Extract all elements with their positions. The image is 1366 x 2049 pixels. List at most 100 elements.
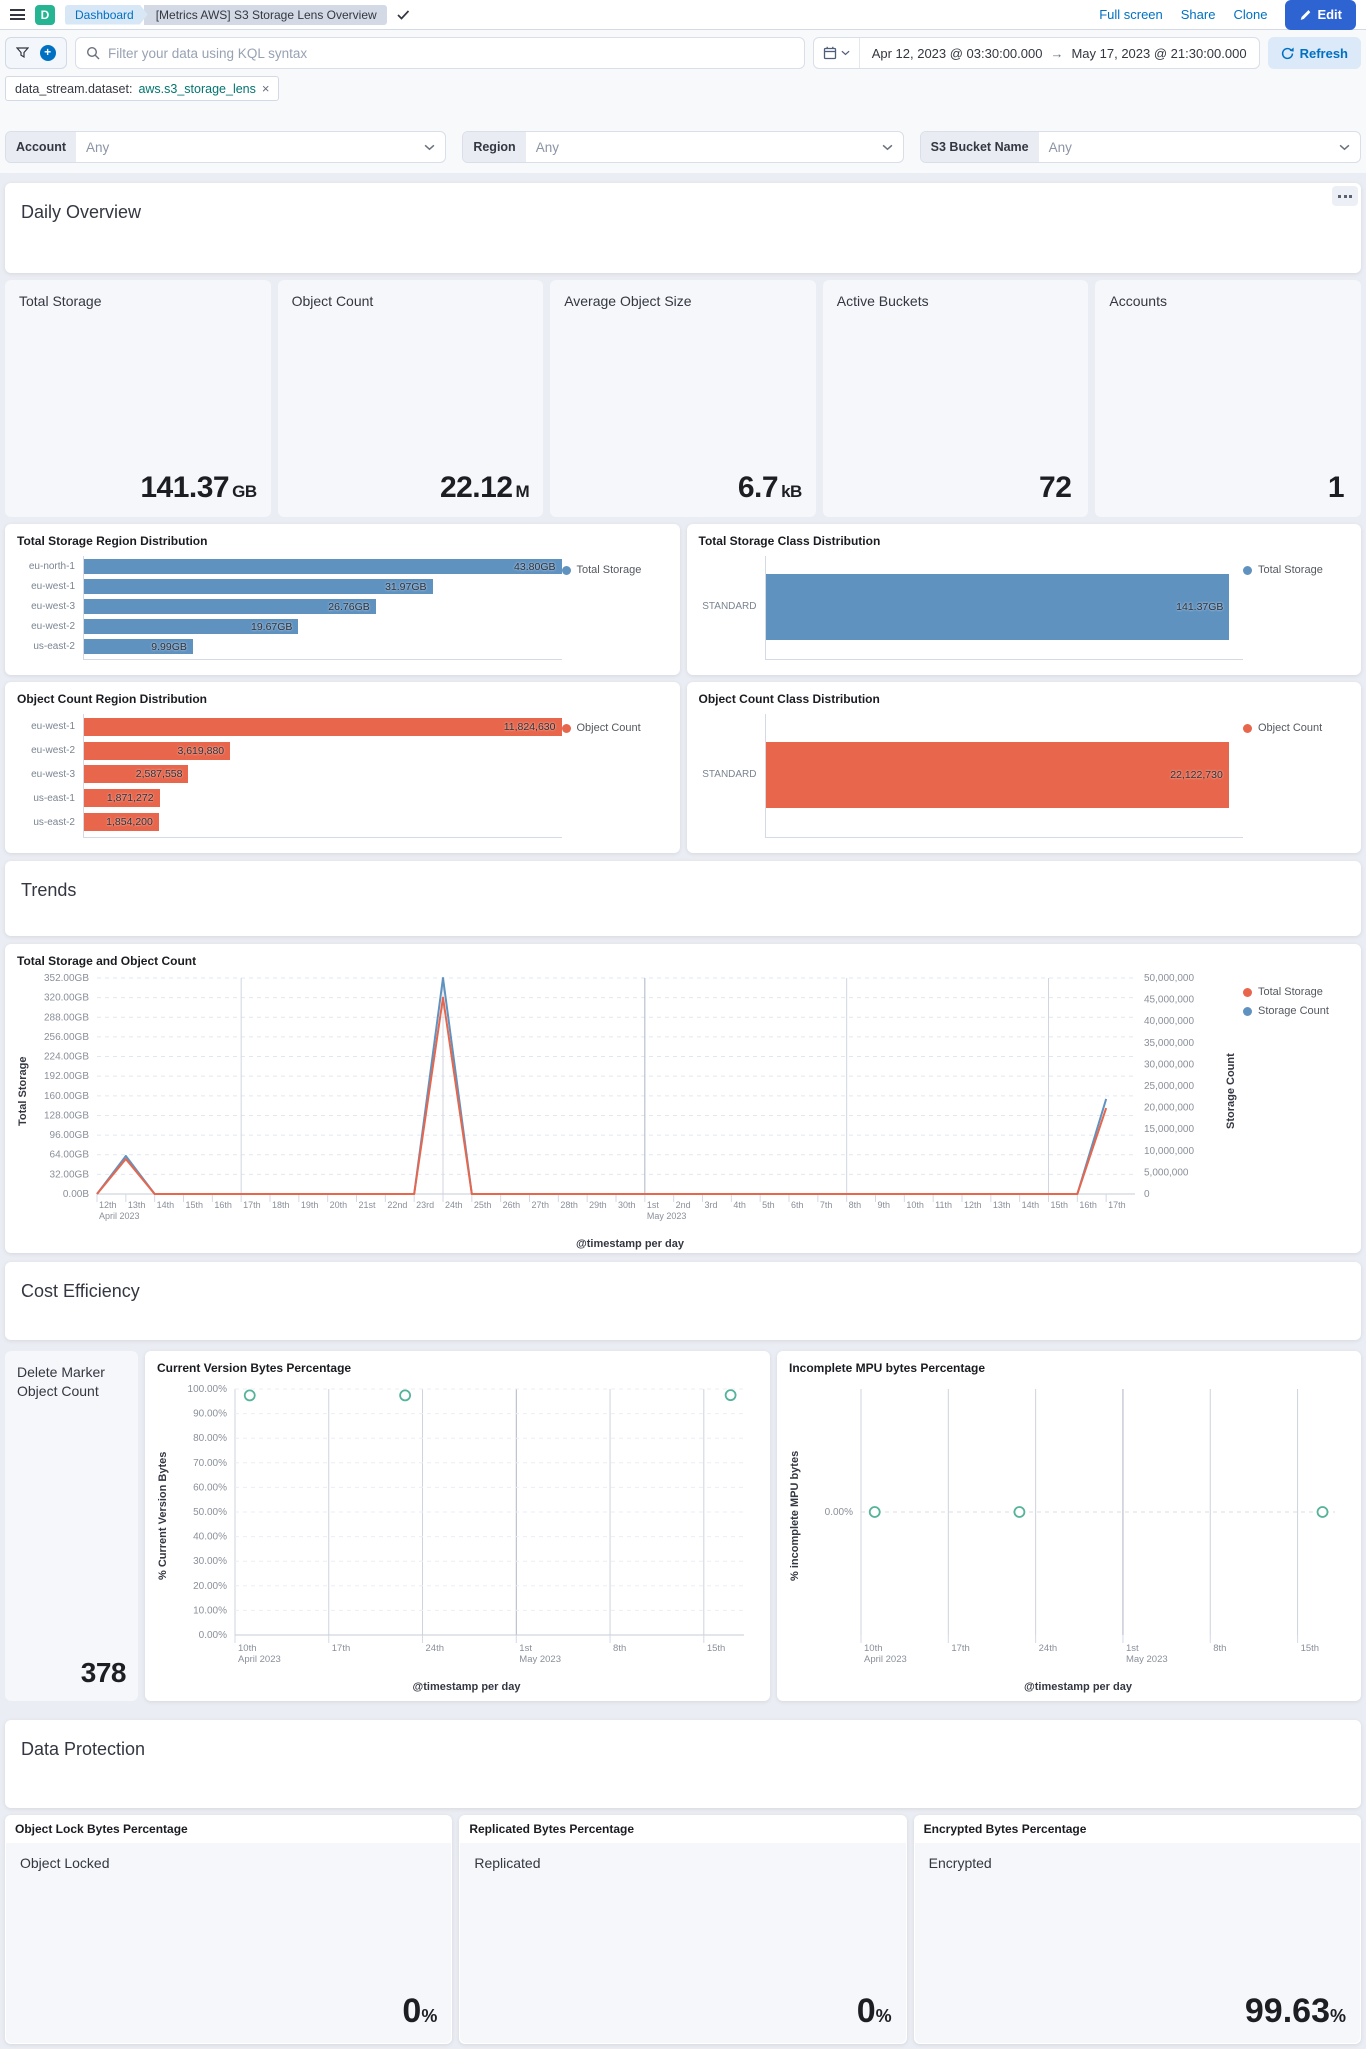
- bar-row[interactable]: us-east-1 1,871,272: [17, 789, 562, 808]
- legend-dot-icon: [1243, 987, 1252, 997]
- current-version-scatter-chart[interactable]: 0.00% 10.00% 20.00% 30.00% 40.00% 50.00% 60.00…: [175, 1379, 758, 1679]
- legend-dot-icon: [1243, 1006, 1252, 1016]
- legend-storage-count[interactable]: Storage Count: [1243, 1005, 1349, 1017]
- svg-text:April 2023: April 2023: [864, 1654, 907, 1665]
- bar-row[interactable]: eu-west-1 31.97GB: [17, 579, 562, 594]
- svg-text:8th: 8th: [613, 1643, 626, 1654]
- panel-options-button[interactable]: [1332, 186, 1358, 206]
- svg-text:224.00GB: 224.00GB: [44, 1052, 89, 1063]
- filter-pill[interactable]: data_stream.dataset: aws.s3_storage_lens…: [5, 76, 280, 101]
- bar-row[interactable]: eu-north-1 43.80GB: [17, 559, 562, 574]
- refresh-icon: [1281, 47, 1294, 59]
- app-badge[interactable]: D: [35, 4, 55, 25]
- svg-text:14th: 14th: [157, 1200, 175, 1210]
- control-s3-bucket[interactable]: S3 Bucket Name Any: [919, 131, 1361, 163]
- kql-search-input[interactable]: [108, 45, 794, 61]
- svg-text:100.00%: 100.00%: [188, 1384, 228, 1395]
- metric-active-buckets: Active Buckets 72: [822, 280, 1089, 517]
- section-cost-efficiency: Cost Efficiency: [5, 1262, 1361, 1340]
- trends-legend: Total Storage Storage Count: [1243, 972, 1349, 1250]
- legend-object-count[interactable]: Object Count: [1243, 722, 1349, 734]
- object-count-region-bar-chart[interactable]: eu-west-1 11,824,630 eu-west-2 3,619,880 eu-…: [17, 712, 562, 843]
- bar-row[interactable]: eu-west-2 19.67GB: [17, 619, 562, 634]
- clone-link[interactable]: Clone: [1233, 7, 1268, 22]
- svg-text:20,000,000: 20,000,000: [1144, 1103, 1194, 1114]
- bar-row[interactable]: us-east-2 1,854,200: [17, 813, 562, 832]
- section-trends: Trends: [5, 861, 1361, 936]
- svg-text:24th: 24th: [1039, 1643, 1058, 1654]
- panel-encrypted-bytes: Encrypted Bytes Percentage Encrypted 99.…: [913, 1815, 1361, 2044]
- svg-text:16th: 16th: [1079, 1200, 1097, 1210]
- pencil-icon: [1301, 9, 1311, 20]
- share-link[interactable]: Share: [1180, 7, 1216, 22]
- svg-text:70.00%: 70.00%: [193, 1458, 227, 1469]
- incomplete-mpu-scatter-chart[interactable]: 0.00% 10th April 2023 17th 24th 1st May 2023 8t…: [807, 1379, 1349, 1679]
- bar-row[interactable]: eu-west-3 2,587,558: [17, 765, 562, 784]
- legend-object-count[interactable]: Object Count: [561, 722, 668, 734]
- y-axis-title-left: Total Storage: [17, 1056, 29, 1126]
- svg-text:17th: 17th: [951, 1643, 970, 1654]
- svg-text:5,000,000: 5,000,000: [1144, 1167, 1189, 1178]
- bar-row[interactable]: STANDARD 22,122,730: [699, 741, 1244, 808]
- chevron-down-icon: [1339, 144, 1360, 151]
- trends-line-chart[interactable]: 0.00B 32.00GB 64.00GB 96.00GB 128.00GB 160.00…: [35, 972, 1225, 1236]
- svg-text:May 2023: May 2023: [519, 1654, 561, 1665]
- legend-dot-icon: [1243, 565, 1252, 575]
- svg-text:April 2023: April 2023: [99, 1211, 140, 1221]
- add-filter-icon[interactable]: +: [39, 45, 56, 61]
- date-end[interactable]: May 17, 2023 @ 21:30:00.000: [1071, 45, 1247, 61]
- svg-text:50,000,000: 50,000,000: [1144, 973, 1194, 984]
- full-screen-link[interactable]: Full screen: [1099, 7, 1163, 22]
- storage-class-bar-chart[interactable]: STANDARD 141.37GB: [699, 554, 1244, 665]
- bar-row[interactable]: eu-west-3 26.76GB: [17, 599, 562, 614]
- svg-text:64.00GB: 64.00GB: [50, 1150, 90, 1161]
- svg-text:11th: 11th: [935, 1200, 952, 1210]
- svg-text:2nd: 2nd: [676, 1200, 691, 1210]
- chevron-down-icon: [882, 144, 903, 151]
- legend-total-storage[interactable]: Total Storage: [1243, 986, 1349, 998]
- object-count-class-bar-chart[interactable]: STANDARD 22,122,730: [699, 712, 1244, 843]
- breadcrumb-dashboard[interactable]: Dashboard: [65, 5, 148, 25]
- svg-text:15th: 15th: [186, 1200, 204, 1210]
- date-start[interactable]: Apr 12, 2023 @ 03:30:00.000: [871, 45, 1043, 61]
- section-title: Cost Efficiency: [21, 1281, 140, 1301]
- svg-text:27th: 27th: [532, 1200, 550, 1210]
- svg-text:25,000,000: 25,000,000: [1144, 1081, 1194, 1092]
- control-account[interactable]: Account Any: [5, 131, 447, 163]
- svg-text:21st: 21st: [359, 1200, 377, 1210]
- legend-total-storage[interactable]: Total Storage: [1243, 564, 1349, 576]
- svg-text:26th: 26th: [503, 1200, 521, 1210]
- svg-text:20.00%: 20.00%: [193, 1581, 227, 1592]
- svg-text:8th: 8th: [1213, 1643, 1226, 1654]
- filter-funnel-icon[interactable]: [16, 47, 30, 59]
- calendar-menu[interactable]: [814, 38, 860, 68]
- section-daily-overview: Daily Overview: [5, 183, 1361, 273]
- remove-filter-icon[interactable]: ×: [261, 81, 270, 96]
- svg-text:24th: 24th: [426, 1643, 445, 1654]
- metric-replicated: Replicated 0%: [460, 1843, 906, 2043]
- svg-text:128.00GB: 128.00GB: [44, 1110, 89, 1121]
- control-region[interactable]: Region Any: [462, 131, 904, 163]
- svg-text:10.00%: 10.00%: [193, 1605, 227, 1616]
- svg-text:16th: 16th: [214, 1200, 232, 1210]
- refresh-button[interactable]: Refresh: [1267, 37, 1361, 69]
- bar-row[interactable]: eu-west-1 11,824,630: [17, 717, 562, 736]
- section-title: Trends: [21, 880, 77, 900]
- menu-icon[interactable]: [10, 9, 25, 20]
- edit-button[interactable]: Edit: [1285, 0, 1356, 30]
- panel-object-count-class-distribution: Object Count Class Distribution STANDARD…: [686, 682, 1361, 853]
- legend-total-storage[interactable]: Total Storage: [561, 564, 668, 576]
- storage-region-bar-chart[interactable]: eu-north-1 43.80GB eu-west-1 31.97GB eu-west…: [17, 554, 562, 665]
- svg-text:352.00GB: 352.00GB: [44, 973, 89, 984]
- svg-text:5th: 5th: [762, 1200, 775, 1210]
- svg-text:20th: 20th: [330, 1200, 348, 1210]
- bar-row[interactable]: STANDARD 141.37GB: [699, 573, 1244, 640]
- svg-text:15,000,000: 15,000,000: [1144, 1124, 1194, 1135]
- chevron-down-icon: [424, 144, 445, 151]
- bar-row[interactable]: eu-west-2 3,619,880: [17, 741, 562, 760]
- svg-text:17th: 17th: [243, 1200, 261, 1210]
- check-icon[interactable]: [397, 9, 410, 20]
- filter-field: data_stream.dataset:: [15, 81, 133, 96]
- svg-text:18th: 18th: [272, 1200, 290, 1210]
- bar-row[interactable]: us-east-2 9.99GB: [17, 639, 562, 654]
